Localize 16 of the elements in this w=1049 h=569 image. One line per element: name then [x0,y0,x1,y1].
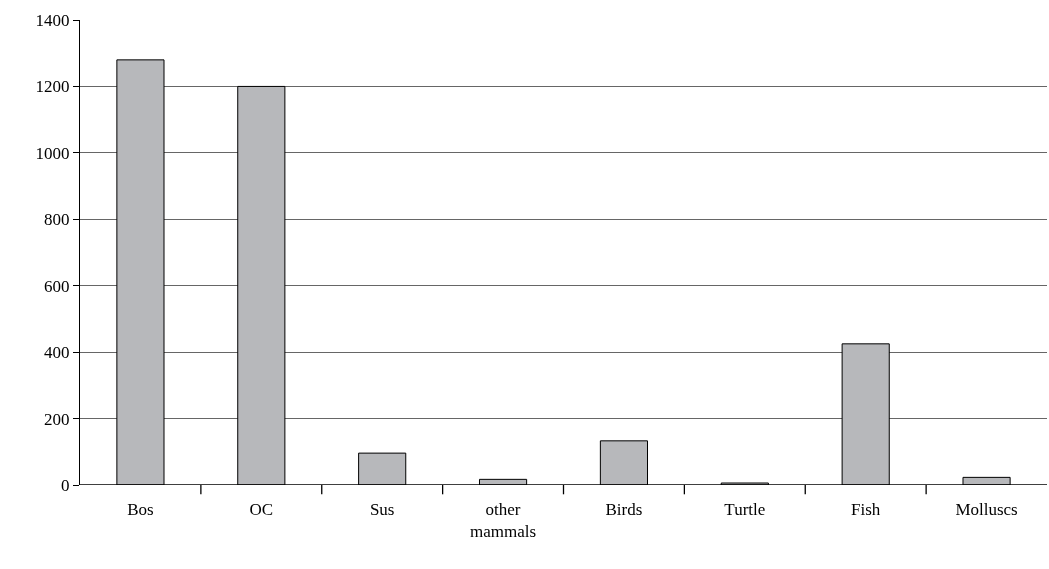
y-tick-label: 0 [60,475,70,495]
x-tick-label: Molluscs [955,500,1018,519]
x-tick-label: Fish [851,500,881,519]
y-tick-label: 200 [43,409,70,429]
x-tick-label: Birds [605,500,643,519]
x-tick-label: other mammals [470,500,537,542]
y-tick-label: 1400 [35,10,70,30]
x-tick-label: Turtle [724,500,766,519]
y-tick-label: 400 [43,343,70,363]
y-tick-label: 1200 [35,77,70,97]
x-tick-label: OC [249,500,274,519]
y-tick-label: 1000 [35,143,70,163]
y-tick-label: 800 [43,210,70,230]
x-tick-label: Bos [127,500,154,519]
x-tick-label: Sus [369,500,395,519]
y-tick-label: 600 [43,276,70,296]
